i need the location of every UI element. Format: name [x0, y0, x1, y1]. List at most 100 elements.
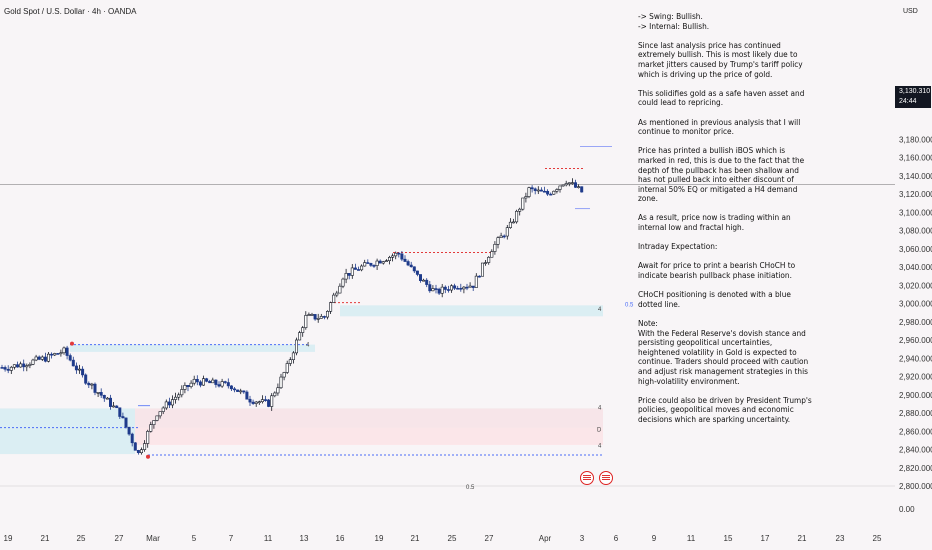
candle-body	[363, 262, 367, 267]
candle-body	[180, 389, 184, 396]
candle-body	[205, 378, 209, 382]
candle-body	[71, 359, 75, 367]
candle-body	[530, 187, 534, 190]
candle-body	[43, 356, 47, 362]
candle-body	[177, 394, 181, 398]
candle-body	[276, 387, 280, 394]
y-tick-label: 3,020.000	[899, 281, 932, 290]
candle-body	[34, 356, 38, 361]
y-tick-label: 2,820.000	[899, 464, 932, 473]
candle-body	[304, 315, 308, 328]
candle-body	[449, 285, 453, 291]
x-tick-label: 19	[375, 534, 384, 543]
candle-body	[316, 318, 320, 320]
candle-body	[105, 397, 109, 400]
candle-body	[515, 210, 519, 223]
candle-body	[480, 262, 484, 277]
candle-body	[6, 368, 10, 371]
candle-body	[459, 287, 463, 290]
candle-body	[152, 420, 156, 425]
candle-body	[533, 188, 537, 191]
candle-body	[440, 286, 444, 294]
x-tick-label: 9	[652, 534, 657, 543]
candle-body	[397, 252, 401, 255]
candle-body	[93, 383, 97, 393]
candle-body	[291, 352, 295, 360]
candle-body	[384, 260, 388, 262]
candle-body	[415, 270, 419, 275]
candle-body	[285, 363, 289, 373]
candle-body	[462, 286, 466, 290]
x-tick-label: 6	[614, 534, 619, 543]
candle-body	[453, 285, 457, 289]
y-tick-label: 2,900.000	[899, 391, 932, 400]
zone-label: 4	[598, 307, 602, 313]
candle-body	[502, 235, 506, 238]
candle-body	[109, 397, 113, 407]
candle-body	[257, 401, 261, 404]
candle-body	[164, 401, 168, 409]
candle-body	[158, 411, 162, 417]
candle-body	[236, 389, 240, 392]
candle-body	[555, 189, 559, 192]
x-tick-label: 7	[229, 534, 234, 543]
x-tick-label: 21	[41, 534, 50, 543]
candle-body	[539, 189, 543, 192]
x-tick-label: 25	[873, 534, 882, 543]
candle-body	[19, 363, 23, 368]
candle-body	[496, 237, 500, 245]
candle-body	[263, 399, 267, 401]
y-tick-label: 2,800.000	[899, 482, 932, 491]
candle-body	[65, 347, 69, 356]
x-tick-label: 11	[687, 534, 696, 543]
x-tick-label: 13	[300, 534, 309, 543]
y-tick-label: 2,940.000	[899, 354, 932, 363]
candle-body	[493, 243, 497, 252]
currency-label[interactable]: USD	[903, 8, 918, 15]
x-tick-label: Apr	[539, 534, 552, 543]
candle-body	[102, 394, 106, 399]
candle-body	[186, 385, 190, 387]
y-tick-label: 3,140.000	[899, 172, 932, 181]
x-tick-label: 25	[448, 534, 457, 543]
candle-body	[573, 182, 577, 188]
candle-body	[59, 352, 63, 355]
candle-body	[192, 378, 196, 384]
us-flag-event-icon[interactable]	[580, 471, 594, 485]
candle-body	[570, 182, 574, 184]
candle-body	[422, 279, 426, 282]
candle-body	[403, 258, 407, 262]
candle-body	[115, 405, 119, 409]
candle-body	[518, 208, 522, 212]
candle-body	[68, 355, 72, 361]
note-bias: -> Swing: Bullish. -> Internal: Bullish.	[638, 11, 710, 31]
candle-body	[121, 416, 125, 419]
candle-body	[499, 235, 503, 238]
us-flag-event-icon[interactable]	[599, 471, 613, 485]
note-heading: Intraday Expectation:	[638, 241, 718, 252]
candle-body	[74, 365, 78, 371]
candle-body	[356, 269, 360, 271]
candle-body	[332, 294, 336, 303]
candle-body	[564, 183, 568, 186]
candle-body	[567, 182, 571, 185]
candle-body	[437, 288, 441, 294]
candle-body	[12, 364, 16, 368]
x-tick-label: 19	[4, 534, 13, 543]
x-tick-label: 21	[411, 534, 420, 543]
candle-body	[279, 376, 283, 389]
candle-body	[527, 187, 531, 197]
candle-body	[53, 353, 57, 356]
candle-body	[251, 401, 255, 404]
candle-body	[161, 407, 165, 412]
candle-body	[140, 449, 144, 454]
zone-label: D	[597, 427, 602, 433]
candle-body	[446, 289, 450, 291]
note-paragraph: Await for price to print a bearish CHoCH…	[638, 260, 796, 281]
candle-body	[28, 363, 32, 366]
candle-body	[118, 407, 122, 417]
note-paragraph: Since last analysis price has continued …	[638, 39, 803, 79]
candle-body	[580, 186, 584, 193]
candle-body	[273, 392, 277, 397]
